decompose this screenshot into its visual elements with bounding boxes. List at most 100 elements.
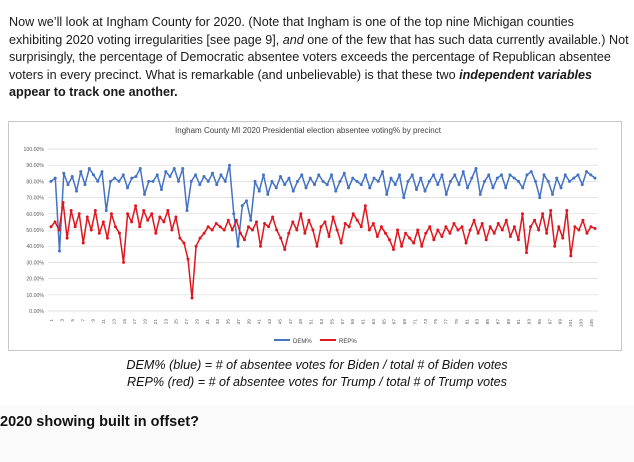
point-dem xyxy=(189,179,193,183)
point-rep xyxy=(500,228,504,232)
point-dem xyxy=(202,175,206,179)
point-dem xyxy=(109,179,112,183)
point-dem xyxy=(436,183,440,187)
point-dem xyxy=(304,186,308,190)
point-rep xyxy=(283,247,287,251)
point-dem xyxy=(351,176,355,180)
point-rep xyxy=(387,238,391,242)
x-tick-label: 81 xyxy=(464,319,470,325)
point-rep xyxy=(178,236,182,240)
point-rep xyxy=(468,228,472,232)
x-tick-label: 75 xyxy=(433,319,439,325)
point-rep xyxy=(420,244,424,248)
point-dem xyxy=(355,179,359,183)
point-dem xyxy=(589,173,593,177)
x-tick-label: 7 xyxy=(80,319,86,322)
point-dem xyxy=(317,173,321,177)
point-dem xyxy=(402,196,406,200)
point-rep xyxy=(113,225,117,229)
x-tick-label: 21 xyxy=(153,319,159,325)
point-dem xyxy=(66,183,70,187)
chart-series xyxy=(49,163,597,300)
x-tick-label: 87 xyxy=(495,319,501,325)
x-tick-label: 39 xyxy=(246,319,252,325)
point-rep xyxy=(214,222,218,226)
y-tick-label: 60.00% xyxy=(26,212,44,218)
paragraph-emphasis: independent variables xyxy=(459,67,593,82)
point-dem xyxy=(334,189,338,193)
point-rep xyxy=(460,225,464,229)
point-dem xyxy=(138,166,142,170)
point-rep xyxy=(516,238,520,242)
point-rep xyxy=(275,228,279,232)
point-rep xyxy=(105,236,109,240)
point-dem xyxy=(508,173,512,177)
point-rep xyxy=(93,209,97,213)
point-rep xyxy=(97,231,101,235)
point-dem xyxy=(223,179,227,183)
point-dem xyxy=(440,173,444,177)
point-rep xyxy=(323,220,327,224)
point-dem xyxy=(551,192,554,196)
point-dem xyxy=(181,166,185,170)
point-dem xyxy=(300,173,304,177)
point-dem xyxy=(347,186,350,190)
point-rep xyxy=(351,212,355,216)
x-tick-label: 35 xyxy=(226,319,232,325)
point-rep xyxy=(565,209,569,213)
point-dem xyxy=(525,173,529,177)
point-rep xyxy=(524,251,528,255)
point-rep xyxy=(545,231,549,235)
point-rep xyxy=(65,236,69,240)
point-dem xyxy=(568,179,571,183)
x-tick-label: 17 xyxy=(132,319,138,325)
y-tick-label: 10.00% xyxy=(26,293,44,299)
x-tick-label: 91 xyxy=(516,319,522,325)
point-rep xyxy=(255,220,259,224)
point-dem xyxy=(330,173,333,177)
x-tick-label: 63 xyxy=(371,319,377,325)
point-rep xyxy=(396,228,400,232)
point-dem xyxy=(228,163,231,167)
post-caption: 2020 showing built in offset? xyxy=(0,414,199,430)
point-dem xyxy=(177,179,180,183)
point-rep xyxy=(69,209,73,213)
point-dem xyxy=(427,179,431,183)
point-dem xyxy=(338,179,342,183)
x-tick-label: 61 xyxy=(361,319,367,325)
absentee-voting-chart: Ingham County MI 2020 Presidential elect… xyxy=(8,121,622,351)
x-tick-label: 43 xyxy=(267,319,273,325)
point-rep xyxy=(222,228,226,232)
x-tick-label: 41 xyxy=(257,319,263,325)
y-tick-label: 80.00% xyxy=(26,179,44,185)
y-tick-label: 100.00% xyxy=(24,147,45,153)
point-rep xyxy=(206,225,210,229)
point-dem xyxy=(126,186,129,190)
point-rep xyxy=(512,225,516,229)
x-tick-label: 71 xyxy=(412,319,418,325)
point-rep xyxy=(73,225,77,229)
x-tick-label: 97 xyxy=(547,319,553,325)
point-rep xyxy=(581,218,585,222)
paragraph-text-1: Now we’ll look at Ingham County for 2020… xyxy=(9,15,574,47)
x-tick-label: 37 xyxy=(236,319,242,325)
point-rep xyxy=(53,220,57,224)
point-rep xyxy=(122,260,126,264)
rep-formula: REP% (red) = # of absentee votes for Tru… xyxy=(127,375,507,389)
point-dem xyxy=(198,183,202,187)
x-tick-label: 11 xyxy=(101,319,107,324)
point-rep xyxy=(166,209,170,213)
point-rep xyxy=(589,225,593,229)
y-tick-label: 50.00% xyxy=(26,228,44,234)
point-rep xyxy=(242,238,246,242)
x-tick-label: 5 xyxy=(70,319,76,322)
point-rep xyxy=(89,228,93,232)
legend-rep-label: REP% xyxy=(339,339,357,345)
point-rep xyxy=(484,238,488,242)
point-rep xyxy=(440,234,444,238)
point-rep xyxy=(198,236,202,240)
x-tick-label: 13 xyxy=(111,319,117,325)
point-dem xyxy=(423,189,427,193)
x-tick-label: 93 xyxy=(527,319,533,325)
point-dem xyxy=(100,170,104,174)
